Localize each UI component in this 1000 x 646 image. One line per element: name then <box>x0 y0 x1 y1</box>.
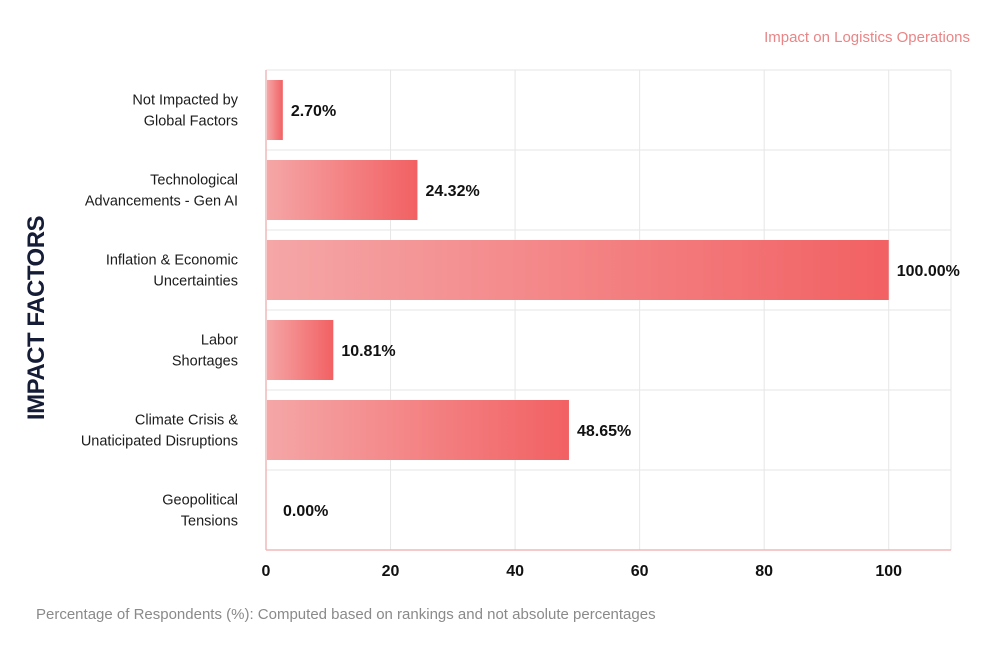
x-tick-label: 100 <box>875 563 902 580</box>
value-label: 24.32% <box>425 183 479 200</box>
category-label: Technological Advancements - Gen AI <box>85 173 238 210</box>
value-label: 100.00% <box>897 263 960 280</box>
category-label: Climate Crisis & Unaticipated Disruptions <box>81 413 238 450</box>
x-axis-title: Percentage of Respondents (%): Computed … <box>36 606 656 623</box>
y-axis-title: IMPACT FACTORS <box>23 215 50 420</box>
bars <box>267 80 889 460</box>
value-label: 0.00% <box>283 503 328 520</box>
x-tick-label: 60 <box>631 563 649 580</box>
category-label: Geopolitical Tensions <box>162 493 238 530</box>
category-label: Inflation & Economic Uncertainties <box>106 253 238 290</box>
value-label: 10.81% <box>341 343 395 360</box>
category-label: Not Impacted by Global Factors <box>132 93 238 130</box>
x-tick-label: 20 <box>382 563 400 580</box>
grid-lines <box>265 69 952 551</box>
x-tick-label: 40 <box>506 563 524 580</box>
bar <box>267 80 283 140</box>
value-label: 2.70% <box>291 103 336 120</box>
legend-label: Impact on Logistics Operations <box>764 29 970 46</box>
bar <box>267 320 334 380</box>
category-label: Labor Shortages <box>172 333 238 370</box>
value-labels: 2.70% 24.32% 100.00% 10.81% 48.65% 0.00% <box>283 103 960 520</box>
x-tick-label: 80 <box>755 563 773 580</box>
category-labels: Not Impacted by Global Factors Technologic… <box>81 93 239 530</box>
x-tick-label: 0 <box>262 563 271 580</box>
bar <box>267 400 569 460</box>
value-label: 48.65% <box>577 423 631 440</box>
x-tick-labels: 0 20 40 60 80 100 <box>262 563 903 580</box>
bar <box>267 240 889 300</box>
bar <box>267 160 418 220</box>
